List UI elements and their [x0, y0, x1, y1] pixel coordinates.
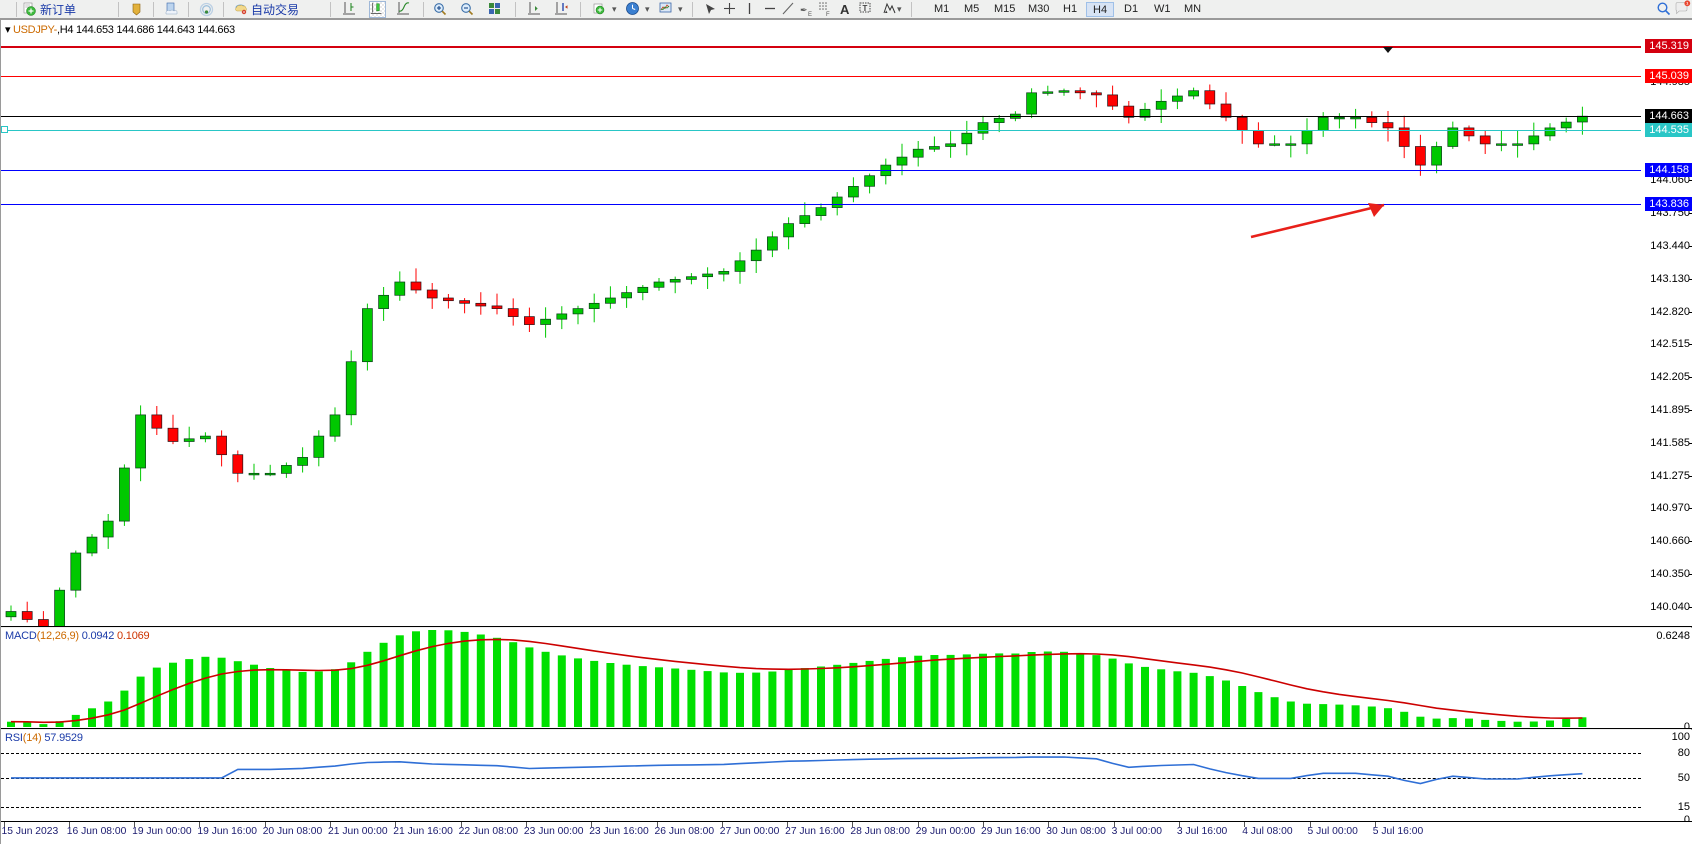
svg-text:✒: ✒ [800, 5, 808, 15]
svg-text:T: T [863, 4, 868, 13]
svg-text:E: E [808, 12, 812, 18]
svg-text:F: F [826, 12, 830, 18]
